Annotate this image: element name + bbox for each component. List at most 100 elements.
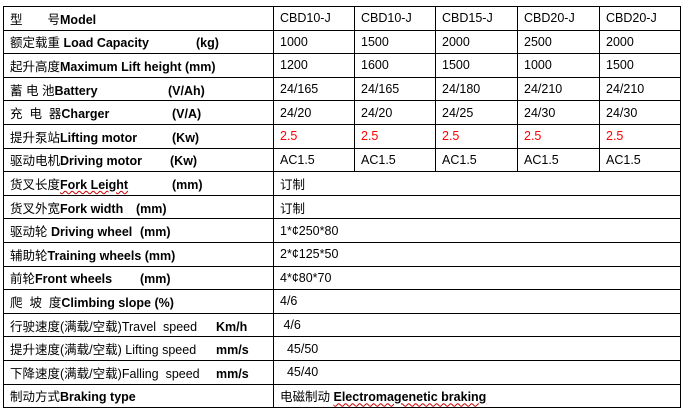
spec-label: 制动方式Braking type xyxy=(3,383,274,409)
spec-value: 订制 xyxy=(273,194,681,220)
label-en: Lifting speed xyxy=(125,343,197,358)
spec-label: 提升泵站Lifting motor (Kw) xyxy=(3,123,274,149)
table-row: 前轮Front wheels (mm) 4*¢80*70 xyxy=(3,265,681,291)
spec-value: 1000 xyxy=(517,53,600,78)
spec-value: CBD10-J xyxy=(273,6,355,31)
label-en: Climbing slope (%) xyxy=(61,295,174,310)
spec-value: 24/25 xyxy=(435,100,518,125)
label-en: Fork width xyxy=(60,201,124,216)
label-cn: 型 号 xyxy=(10,12,61,27)
table-row: 辅助轮Training wheels (mm) 2*¢125*50 xyxy=(3,241,681,267)
label-en: Braking type xyxy=(60,390,136,405)
table-row: 起升高度Maximum Lift height (mm) 1200 1600 1500… xyxy=(3,53,681,78)
spec-label: 爬 坡 度Climbing slope (%) xyxy=(3,289,274,314)
value-text: 4*¢80*70 xyxy=(280,270,332,285)
spec-value: 2.5 xyxy=(354,123,436,149)
table-row: 充 电 器Charger (V/A) 24/20 24/20 24/25 24/30 24/… xyxy=(3,100,681,125)
table-row: 提升速度(满载/空载) Lifting speed mm/s 45/50 xyxy=(3,336,681,361)
spec-value: 4/6 xyxy=(273,312,681,338)
spec-value: 2.5 xyxy=(273,123,355,149)
table-row: 爬 坡 度Climbing slope (%) 4/6 xyxy=(3,289,681,314)
label-unit: (mm) xyxy=(140,225,171,240)
label-cn: 充 电 器 xyxy=(10,107,62,122)
label-cn: 辅助轮 xyxy=(10,248,48,263)
label-en: Charger xyxy=(61,107,110,122)
label-en: Battery xyxy=(54,83,98,98)
label-unit: (Kw) xyxy=(172,130,200,145)
label-unit: Km/h xyxy=(216,319,248,334)
table-row: 额定载重 Load Capacity (kg) 1000 1500 2000 2500 20… xyxy=(3,29,681,55)
spec-value: 24/180 xyxy=(435,76,518,102)
label-unit: (V/Ah) xyxy=(168,83,205,98)
spec-value: 24/210 xyxy=(517,76,600,102)
label-cn: 蓄 电 池 xyxy=(10,83,55,98)
label-text: 爬 坡 度Climbing slope (%) xyxy=(10,292,174,311)
label-en: Front wheels xyxy=(35,272,113,287)
label-text: 起升高度Maximum Lift height (mm) xyxy=(10,56,216,75)
table-row: 下降速度(满载/空载)Falling speed mm/s 45/40 xyxy=(3,359,681,385)
spec-value: 45/50 xyxy=(273,336,681,361)
spec-table: 型 号Model CBD10-J CBD10-J CBD15-J CBD20-J CBD2… xyxy=(3,6,681,409)
label-text: 额定载重 Load Capacity xyxy=(10,32,190,51)
label-en: Driving wheel xyxy=(50,225,133,240)
spec-value: 24/165 xyxy=(354,76,436,102)
label-text: 下降速度(满载/空载)Falling speed xyxy=(10,363,210,382)
label-en: Travel speed xyxy=(121,319,198,334)
label-en: Falling speed xyxy=(121,366,200,381)
spec-value: 2500 xyxy=(517,29,600,55)
spec-value: 2.5 xyxy=(599,123,681,149)
table-row: 行驶速度(满载/空载)Travel speed Km/h 4/6 xyxy=(3,312,681,338)
label-text: 蓄 电 池Battery xyxy=(10,80,162,99)
label-text: 型 号Model xyxy=(10,9,96,28)
spec-value: AC1.5 xyxy=(435,147,518,173)
value-text: 45/50 xyxy=(280,341,319,356)
label-text: 行驶速度(满载/空载)Travel speed xyxy=(10,316,210,335)
table-row: 提升泵站Lifting motor (Kw) 2.5 2.5 2.5 2.5 2.5 xyxy=(3,123,681,149)
label-cn: 起升高度 xyxy=(10,59,61,74)
spec-label: 额定载重 Load Capacity (kg) xyxy=(3,29,274,55)
spec-label: 型 号Model xyxy=(3,6,274,31)
spec-value: 4*¢80*70 xyxy=(273,265,681,291)
label-text: 驱动电机Driving motor xyxy=(10,150,164,169)
label-cn: 下降速度(满载/空载) xyxy=(10,366,122,381)
spec-value: 24/20 xyxy=(273,100,355,125)
spec-label: 货叉外宽Fork width (mm) xyxy=(3,194,274,220)
label-text: 制动方式Braking type xyxy=(10,386,136,405)
label-en: Load Capacity xyxy=(63,36,149,51)
spec-value: CBD20-J xyxy=(517,6,600,31)
spec-value: 1500 xyxy=(599,53,681,78)
value-en: Electromagenetic braking xyxy=(333,390,487,405)
spec-value: 24/20 xyxy=(354,100,436,125)
label-en: Model xyxy=(60,12,97,27)
table-row: 驱动轮 Driving wheel (mm) 1*¢250*80 xyxy=(3,218,681,243)
label-cn: 驱动电机 xyxy=(10,154,61,169)
table-row: 货叉长度Fork Leight (mm) 订制 xyxy=(3,171,681,196)
label-en: Driving motor xyxy=(60,154,142,169)
label-cn: 前轮 xyxy=(10,272,36,287)
label-text: 前轮Front wheels xyxy=(10,268,134,287)
label-en: Maximum Lift height (mm) xyxy=(60,59,216,74)
label-text: 驱动轮 Driving wheel xyxy=(10,221,134,240)
table-row: 制动方式Braking type 电磁制动 Electromagenetic br… xyxy=(3,383,681,409)
label-cn: 提升泵站 xyxy=(10,130,61,145)
spec-value: 24/30 xyxy=(517,100,600,125)
spec-value: 1000 xyxy=(273,29,355,55)
label-text: 辅助轮Training wheels (mm) xyxy=(10,245,175,264)
label-cn: 行驶速度(满载/空载) xyxy=(10,319,122,334)
spec-value: CBD20-J xyxy=(599,6,681,31)
value-cn: 电磁制动 xyxy=(280,390,334,405)
label-unit: (mm) xyxy=(140,272,171,287)
label-unit: mm/s xyxy=(216,366,249,381)
table-row: 货叉外宽Fork width (mm) 订制 xyxy=(3,194,681,220)
spec-value: 24/210 xyxy=(599,76,681,102)
value-text: 订制 xyxy=(280,177,306,192)
label-text: 提升速度(满载/空载) Lifting speed xyxy=(10,339,210,358)
spec-label: 蓄 电 池Battery (V/Ah) xyxy=(3,76,274,102)
spec-label: 行驶速度(满载/空载)Travel speed Km/h xyxy=(3,312,274,338)
spec-value: 1500 xyxy=(435,53,518,78)
spec-value: 1600 xyxy=(354,53,436,78)
label-text: 货叉外宽Fork width xyxy=(10,198,130,217)
spec-value: CBD15-J xyxy=(435,6,518,31)
value-text: 2*¢125*50 xyxy=(280,247,339,262)
label-text: 提升泵站Lifting motor xyxy=(10,127,166,146)
